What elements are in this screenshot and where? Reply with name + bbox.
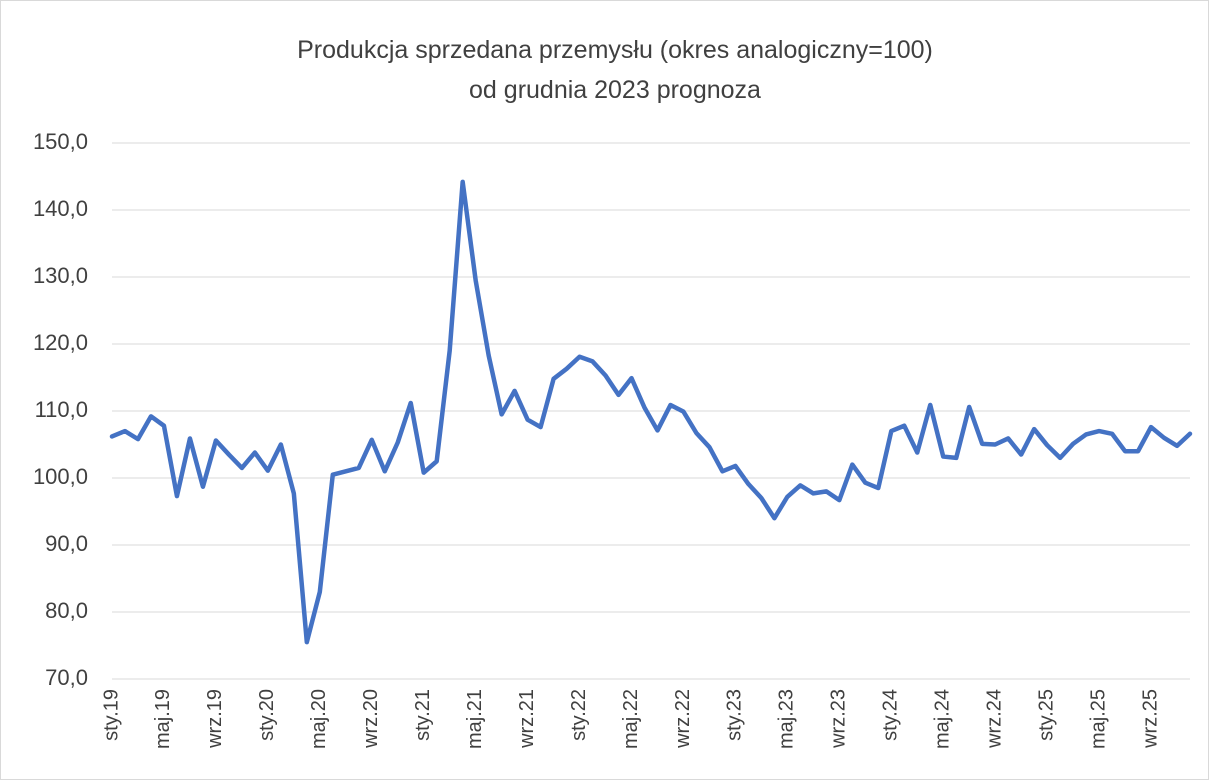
chart-subtitle: od grudnia 2023 prognoza — [469, 76, 761, 104]
x-tick-label: wrz.19 — [204, 689, 226, 749]
x-tick-label: maj.22 — [620, 689, 642, 749]
y-tick-label: 150,0 — [33, 129, 88, 154]
x-tick-label: sty.25 — [1035, 689, 1057, 741]
x-tick-label: maj.25 — [1087, 689, 1109, 749]
y-tick-label: 100,0 — [33, 464, 88, 489]
x-tick-label: sty.22 — [568, 689, 590, 741]
x-tick-label: maj.20 — [308, 689, 330, 749]
x-tick-label: sty.21 — [412, 689, 434, 741]
x-tick-label: maj.24 — [932, 689, 954, 749]
x-tick-label: wrz.25 — [1139, 689, 1161, 749]
y-tick-label: 140,0 — [33, 196, 88, 221]
x-tick-label: maj.21 — [464, 689, 486, 749]
x-tick-label: sty.20 — [256, 689, 278, 741]
x-tick-label: sty.19 — [100, 689, 122, 741]
x-tick-label: sty.24 — [880, 689, 902, 741]
x-tick-label: wrz.21 — [516, 689, 538, 749]
x-tick-label: wrz.23 — [828, 689, 850, 749]
y-tick-label: 130,0 — [33, 263, 88, 288]
chart-title: Produkcja sprzedana przemysłu (okres ana… — [297, 36, 933, 64]
y-tick-label: 80,0 — [45, 598, 88, 623]
y-tick-label: 70,0 — [45, 665, 88, 690]
x-tick-label: wrz.22 — [672, 689, 694, 749]
y-tick-label: 90,0 — [45, 531, 88, 556]
line-series — [109, 179, 1193, 645]
y-tick-label: 110,0 — [35, 397, 88, 422]
x-tick-label: wrz.24 — [983, 689, 1005, 749]
x-tick-label: wrz.20 — [360, 689, 382, 749]
x-tick-label: maj.23 — [776, 689, 798, 749]
y-tick-label: 120,0 — [33, 330, 88, 355]
x-tick-label: sty.23 — [724, 689, 746, 741]
x-tick-label: maj.19 — [152, 689, 174, 749]
